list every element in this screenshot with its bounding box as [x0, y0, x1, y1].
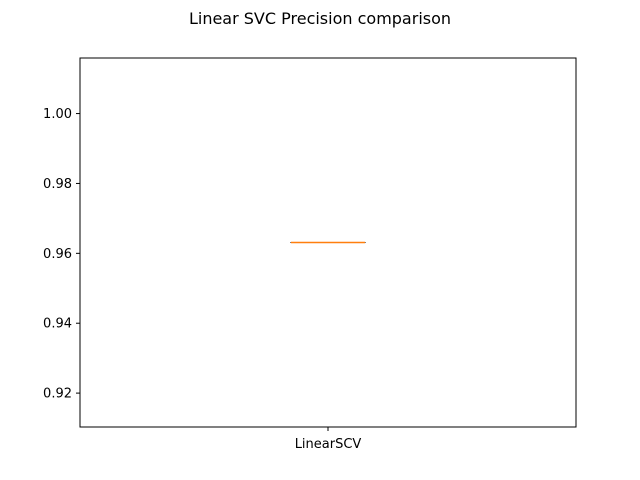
y-tick-label: 0.96: [43, 247, 72, 262]
y-tick-label: 1.00: [43, 107, 72, 122]
x-tick-label: LinearSCV: [295, 437, 362, 452]
chart-title: Linear SVC Precision comparison: [189, 9, 451, 28]
plot-frame: [79, 57, 577, 428]
x-axis: LinearSCV: [295, 427, 362, 452]
y-tick-label: 0.92: [43, 387, 72, 402]
y-tick-label: 0.94: [43, 317, 72, 332]
y-tick-label: 0.98: [43, 177, 72, 192]
y-axis: 0.92 0.94 0.96 0.98 1.00: [43, 107, 80, 402]
